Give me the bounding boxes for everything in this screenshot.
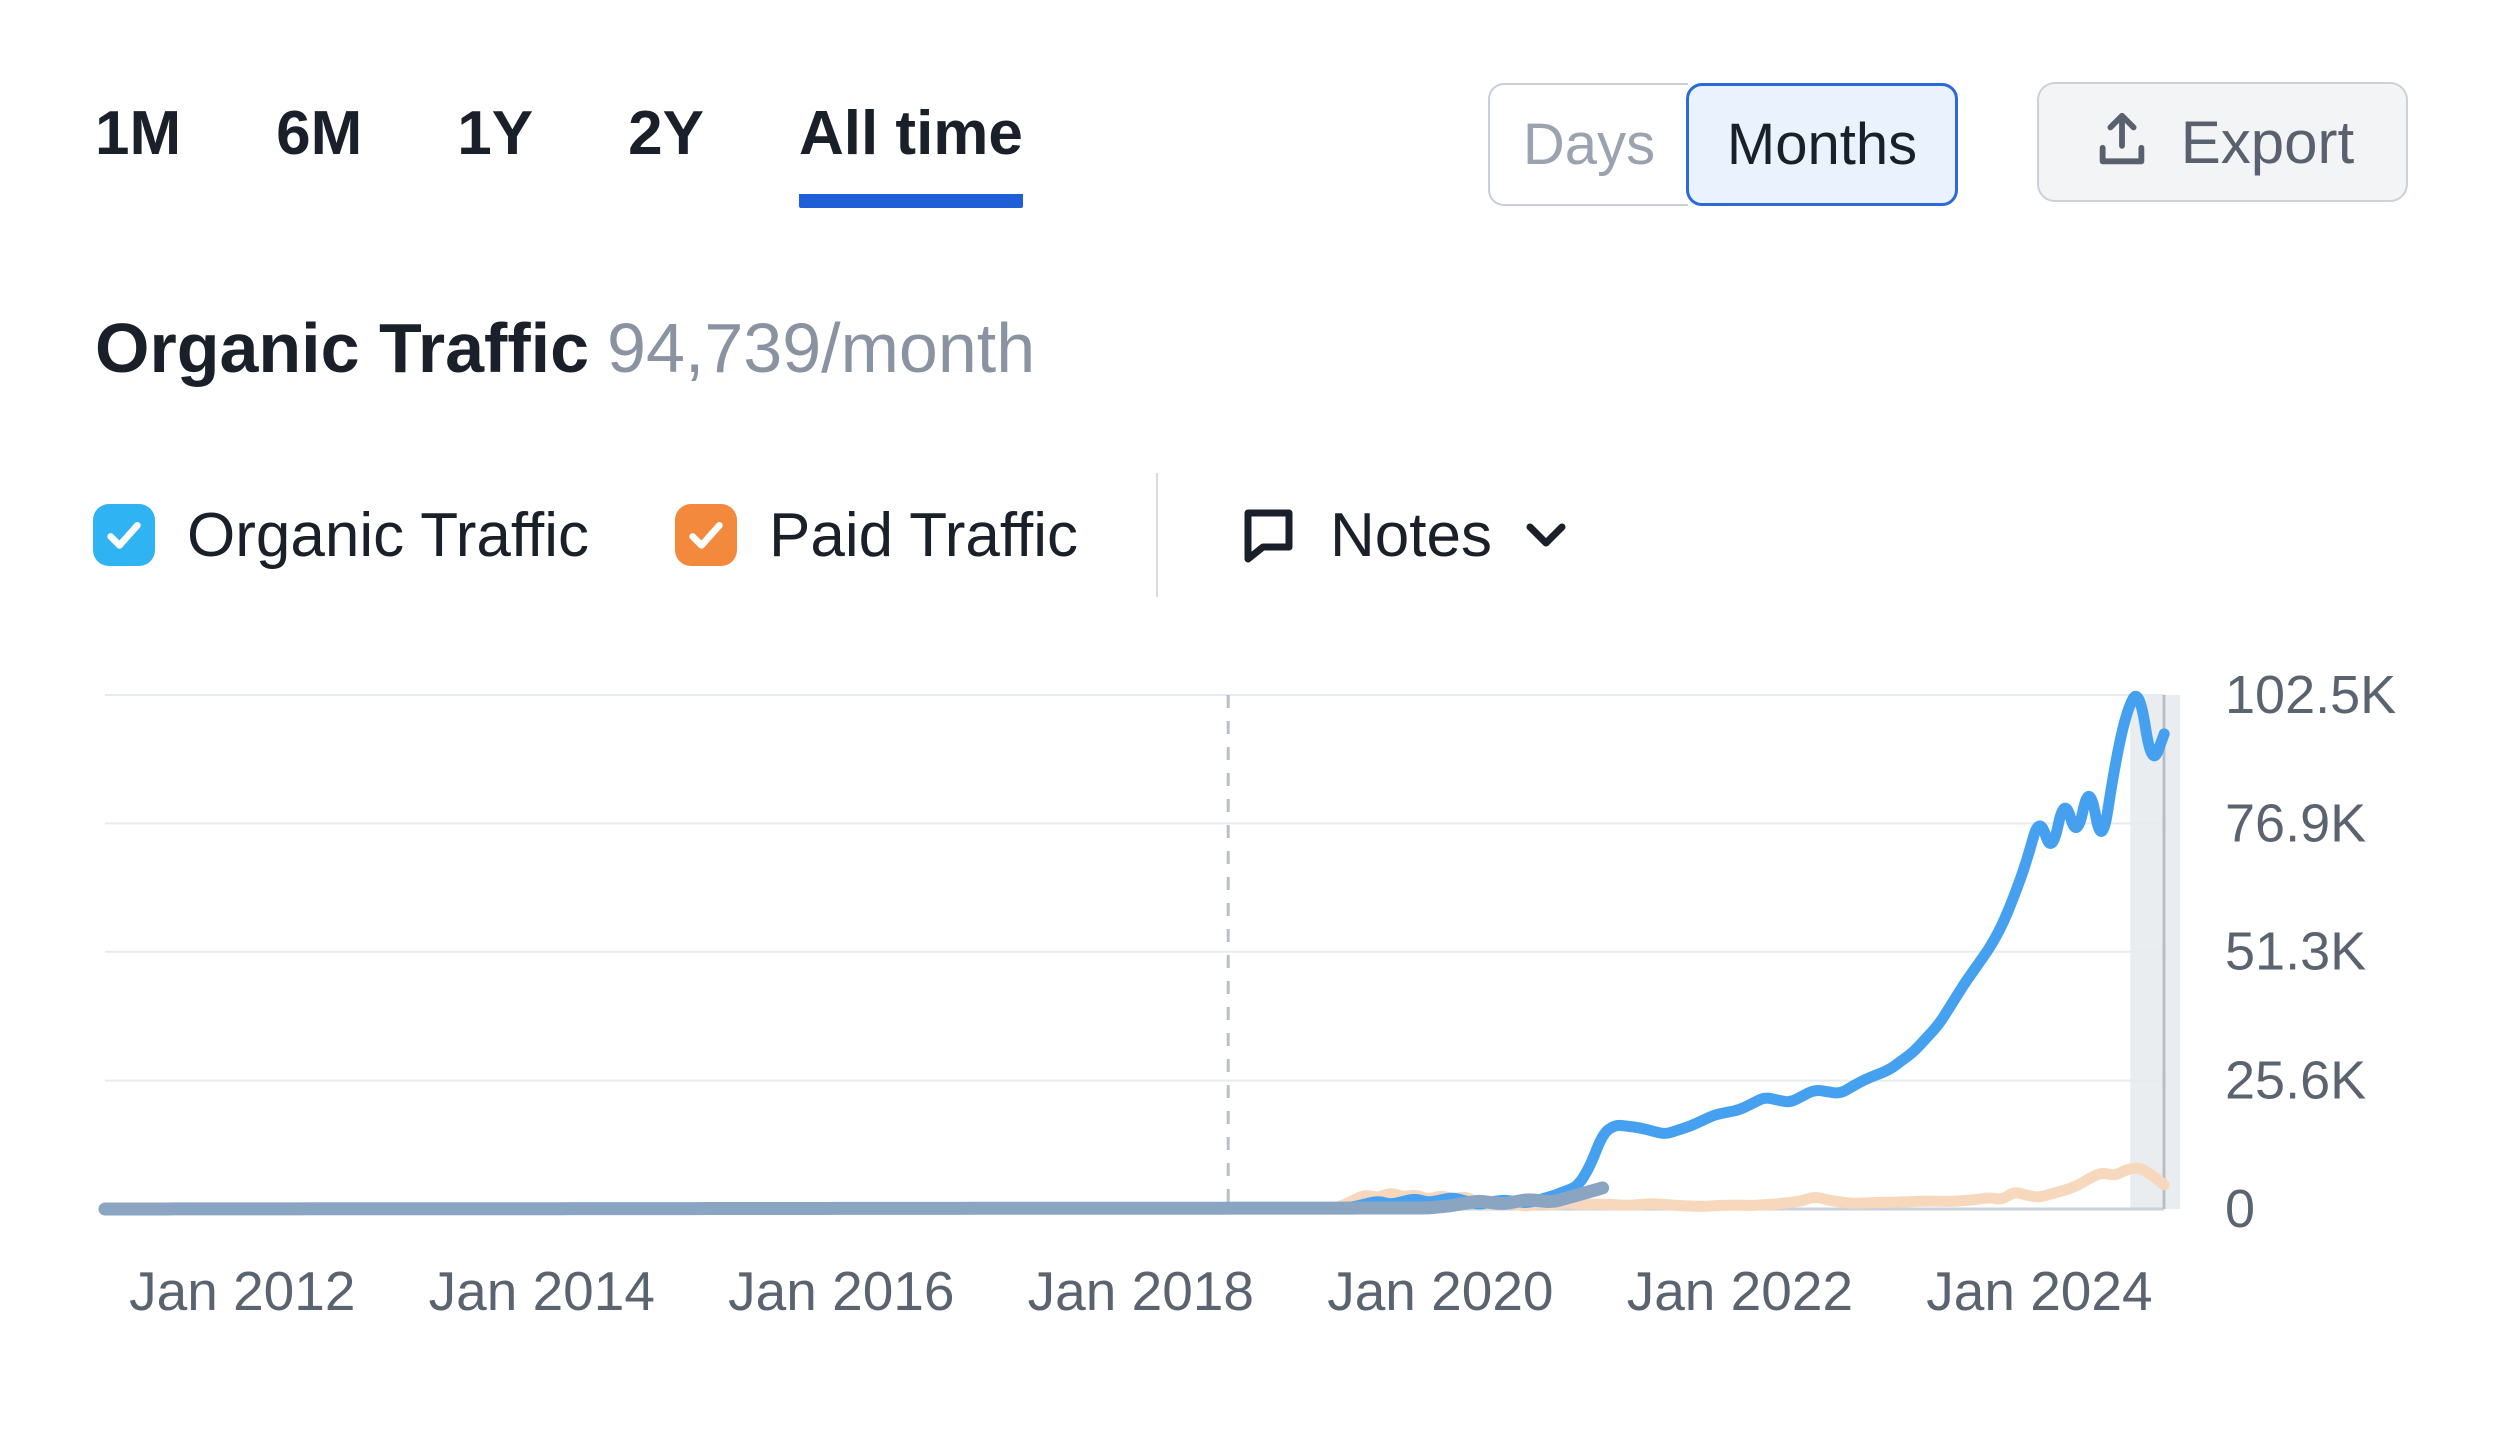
baseline-traffic-line xyxy=(98,1181,1610,1216)
toggle-option-days[interactable]: Days xyxy=(1488,83,1688,206)
granularity-toggle: Days Months xyxy=(1488,83,1958,206)
notes-label: Notes xyxy=(1330,500,1492,570)
x-axis-label: Jan 2020 xyxy=(1327,1260,1553,1322)
tab-1m[interactable]: 1M xyxy=(95,99,182,168)
y-axis-label: 51.3K xyxy=(2225,922,2366,982)
check-icon xyxy=(689,522,723,549)
chevron-down-icon xyxy=(1526,523,1566,547)
x-axis-label: Jan 2022 xyxy=(1627,1260,1853,1322)
toggle-option-months[interactable]: Months xyxy=(1686,83,1958,206)
x-axis-label: Jan 2024 xyxy=(1926,1260,2152,1322)
widget-title: Organic Traffic 94,739/month xyxy=(95,308,1035,389)
check-icon xyxy=(107,522,141,549)
export-label: Export xyxy=(2180,108,2355,176)
y-axis-label: 0 xyxy=(2225,1179,2255,1239)
paid-legend-label[interactable]: Paid Traffic xyxy=(769,500,1079,570)
y-axis-label: 102.5K xyxy=(2225,665,2396,725)
notes-dropdown[interactable]: Notes xyxy=(1236,500,1566,571)
x-axis-label: Jan 2016 xyxy=(728,1260,954,1322)
metric-name: Organic Traffic xyxy=(95,309,590,387)
x-axis-label: Jan 2014 xyxy=(429,1260,655,1322)
x-axis-label: Jan 2012 xyxy=(129,1260,355,1322)
note-bubble-icon xyxy=(1244,509,1293,563)
date-range-tabs: 1M 6M 1Y 2Y All time xyxy=(95,99,1023,209)
organic-legend-label[interactable]: Organic Traffic xyxy=(187,500,590,570)
export-button[interactable]: Export xyxy=(2037,82,2408,202)
export-upload-icon xyxy=(2091,109,2153,176)
x-axis-label: Jan 2018 xyxy=(1028,1260,1254,1322)
legend-divider xyxy=(1156,473,1159,597)
y-axis-label: 25.6K xyxy=(2225,1051,2366,1111)
tab-all-time[interactable]: All time xyxy=(798,99,1023,209)
legend-row: Organic Traffic Paid Traffic Notes xyxy=(93,470,1566,600)
paid-checkbox[interactable] xyxy=(675,504,738,566)
y-axis-label: 76.9K xyxy=(2225,793,2366,853)
organic-checkbox[interactable] xyxy=(93,504,155,566)
tab-1y[interactable]: 1Y xyxy=(457,99,534,168)
tab-6m[interactable]: 6M xyxy=(276,99,363,168)
metric-value: 94,739/month xyxy=(607,309,1036,387)
tab-2y[interactable]: 2Y xyxy=(628,99,704,168)
